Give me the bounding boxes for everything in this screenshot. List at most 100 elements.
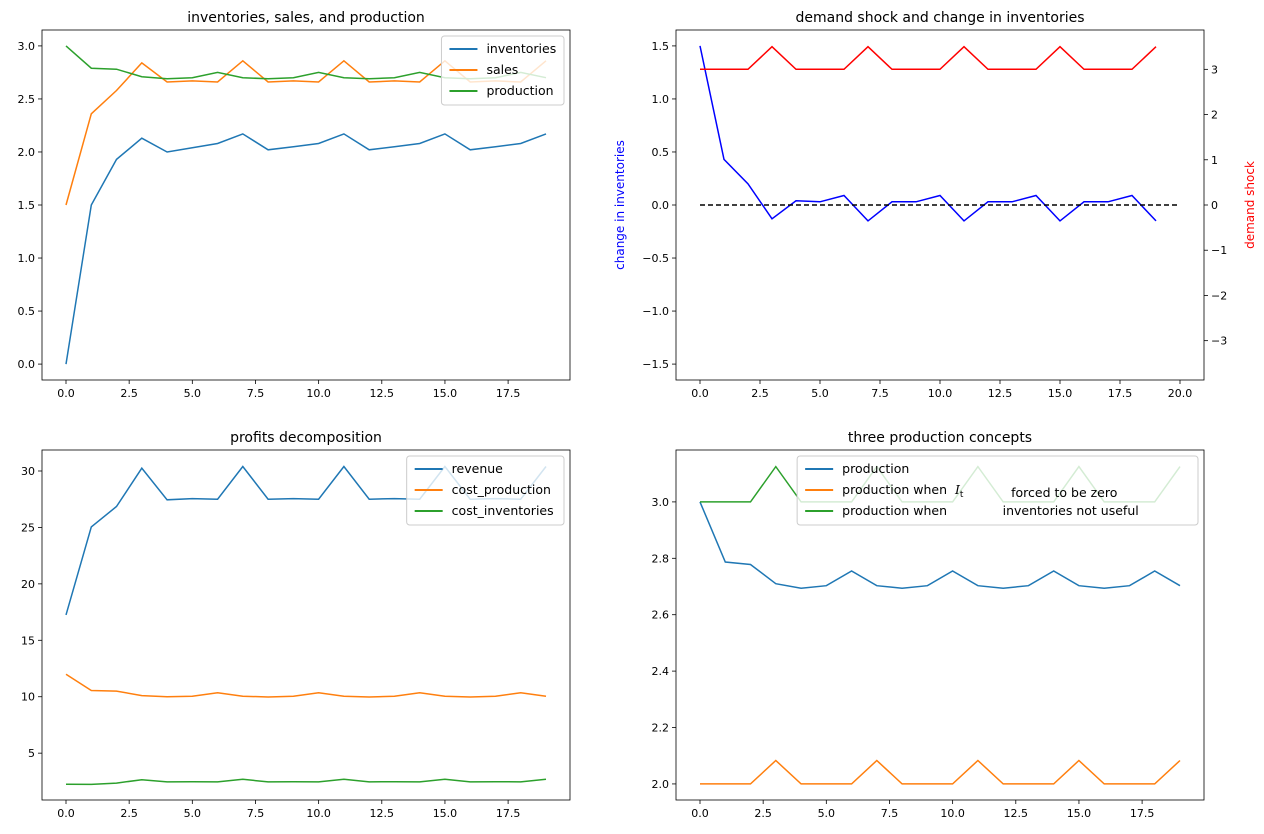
x-tick-label: 2.5 <box>120 807 138 820</box>
subplot-1: 0.0 2.5 5.0 7.5 10.0 12.5 15.0 17.5 0.0 0.5 1.0 1.5… <box>18 10 571 400</box>
y-tick-label: −1.5 <box>642 358 669 371</box>
x-tick-label: 10.0 <box>306 387 331 400</box>
legend-label: cost_production <box>452 482 551 497</box>
x-tick-label: 10.0 <box>928 387 953 400</box>
y-tick-label: 3.0 <box>18 40 36 53</box>
x-tick-label: 12.5 <box>370 387 395 400</box>
y-right-tick-label: 1 <box>1211 154 1218 167</box>
legend-box <box>440 35 565 106</box>
x-tick-label: 17.5 <box>1108 387 1133 400</box>
y-tick-label: 1.0 <box>18 252 36 265</box>
x-tick-label: 7.5 <box>871 387 889 400</box>
x-tick-label: 5.0 <box>184 807 202 820</box>
series-line-2 <box>700 45 1157 71</box>
y-tick-label: 0.0 <box>18 358 36 371</box>
x-tick-label: 2.5 <box>120 387 138 400</box>
y-right-tick-label: 3 <box>1211 63 1218 76</box>
x-tick-label: 17.5 <box>496 387 521 400</box>
y-right-axis-label: demand shock <box>1243 161 1257 249</box>
x-tick-label: 15.0 <box>1067 807 1092 820</box>
x-tick-label: 2.5 <box>754 807 772 820</box>
legend-entry: cost_production <box>414 482 551 497</box>
legend-label: production when It forced to be zero <box>842 482 1117 500</box>
x-tick-label: 0.0 <box>691 387 709 400</box>
y-tick-label: −0.5 <box>642 252 669 265</box>
axes-frame <box>675 449 1205 801</box>
y-tick-label: 2.0 <box>18 146 36 159</box>
legend-entry: production <box>805 461 909 476</box>
x-tick-label: 12.5 <box>988 387 1013 400</box>
y-tick-label: 2.6 <box>652 609 670 622</box>
y-tick-label: 1.0 <box>652 93 670 106</box>
subplot-3: 0.0 2.5 5.0 7.5 10.0 12.5 15.0 17.5 5 10 15 20 25 30 p… <box>21 430 571 820</box>
legend-entry: revenue <box>414 461 503 476</box>
x-tick-label: 5.0 <box>184 387 202 400</box>
y-tick-label: 2.5 <box>18 93 36 106</box>
y-tick-label: 20 <box>21 578 35 591</box>
legend-label: production <box>842 461 909 476</box>
y-tick-label: 0.5 <box>652 146 670 159</box>
y-tick-label: 2.0 <box>652 778 670 791</box>
legend-label: production <box>486 83 553 98</box>
y-tick-label: 0.0 <box>652 199 670 212</box>
legend-entry: production <box>449 83 554 98</box>
subplot-2: 0.0 2.5 5.0 7.5 10.0 12.5 15.0 17.5 20.0−1.5−1.0… <box>613 10 1257 400</box>
x-tick-label: 17.5 <box>496 807 521 820</box>
series-line-0 <box>699 45 1157 222</box>
x-tick-label: 10.0 <box>306 807 331 820</box>
legend-label: sales <box>486 62 518 77</box>
y-tick-label: −1.0 <box>642 305 669 318</box>
x-tick-label: 2.5 <box>751 387 769 400</box>
series-line-production <box>699 501 1181 589</box>
legend: revenue cost_production cost_inventories <box>406 455 565 526</box>
y-right-tick-label: 2 <box>1211 109 1218 122</box>
x-tick-label: 20.0 <box>1168 387 1193 400</box>
y-right-tick-label: 0 <box>1211 199 1218 212</box>
y-tick-label: 5 <box>28 747 35 760</box>
y-right-tick-label: −2 <box>1211 289 1227 302</box>
y-axis-label: change in inventories <box>613 140 627 270</box>
subplot-title: profits decomposition <box>230 430 382 446</box>
subplot-4: 0.0 2.5 5.0 7.5 10.0 12.5 15.0 17.5 2.0 2.2 2.4 2.6… <box>652 430 1205 820</box>
x-tick-label: 12.5 <box>370 807 395 820</box>
x-tick-label: 15.0 <box>1048 387 1073 400</box>
x-tick-label: 12.5 <box>1004 807 1029 820</box>
y-tick-label: 1.5 <box>652 40 670 53</box>
y-tick-label: 2.2 <box>652 722 670 735</box>
x-tick-label: 5.0 <box>811 387 829 400</box>
legend-entry: inventories <box>449 41 556 56</box>
legend-label: production when inventories not useful <box>842 503 1139 518</box>
axes-frame <box>41 449 571 801</box>
legend: inventories sales production <box>440 35 565 106</box>
y-tick-label: 15 <box>21 634 35 647</box>
y-tick-label: 0.5 <box>18 305 36 318</box>
y-tick-label: 10 <box>21 691 35 704</box>
legend-entry: sales <box>449 62 518 77</box>
series-line-cost-inventories <box>65 778 547 786</box>
x-tick-label: 7.5 <box>247 387 265 400</box>
legend: production production when It forced to b… <box>796 455 1199 526</box>
y-tick-label: 25 <box>21 521 35 534</box>
y-right-tick-label: −1 <box>1211 244 1227 257</box>
x-tick-label: 15.0 <box>433 807 458 820</box>
subplot-title: three production concepts <box>848 430 1032 446</box>
x-tick-label: 15.0 <box>433 387 458 400</box>
legend-entry: production when It forced to be zero <box>805 482 1117 500</box>
subplot-title: inventories, sales, and production <box>187 10 425 26</box>
legend-label: inventories <box>486 41 556 56</box>
x-tick-label: 5.0 <box>818 807 836 820</box>
legend-box <box>406 455 565 526</box>
x-tick-label: 0.0 <box>691 807 709 820</box>
legend-label: revenue <box>452 461 503 476</box>
x-tick-label: 10.0 <box>940 807 965 820</box>
y-tick-label: 2.8 <box>652 552 670 565</box>
y-tick-label: 1.5 <box>18 199 36 212</box>
y-tick-label: 2.4 <box>652 665 670 678</box>
series-group <box>699 45 1180 222</box>
y-tick-label: 30 <box>21 465 35 478</box>
legend-entry: cost_inventories <box>414 503 554 518</box>
x-tick-label: 0.0 <box>57 387 75 400</box>
y-right-tick-label: −3 <box>1211 335 1227 348</box>
series-line-production-when-i-t-forced-to-be-zero <box>700 759 1181 785</box>
